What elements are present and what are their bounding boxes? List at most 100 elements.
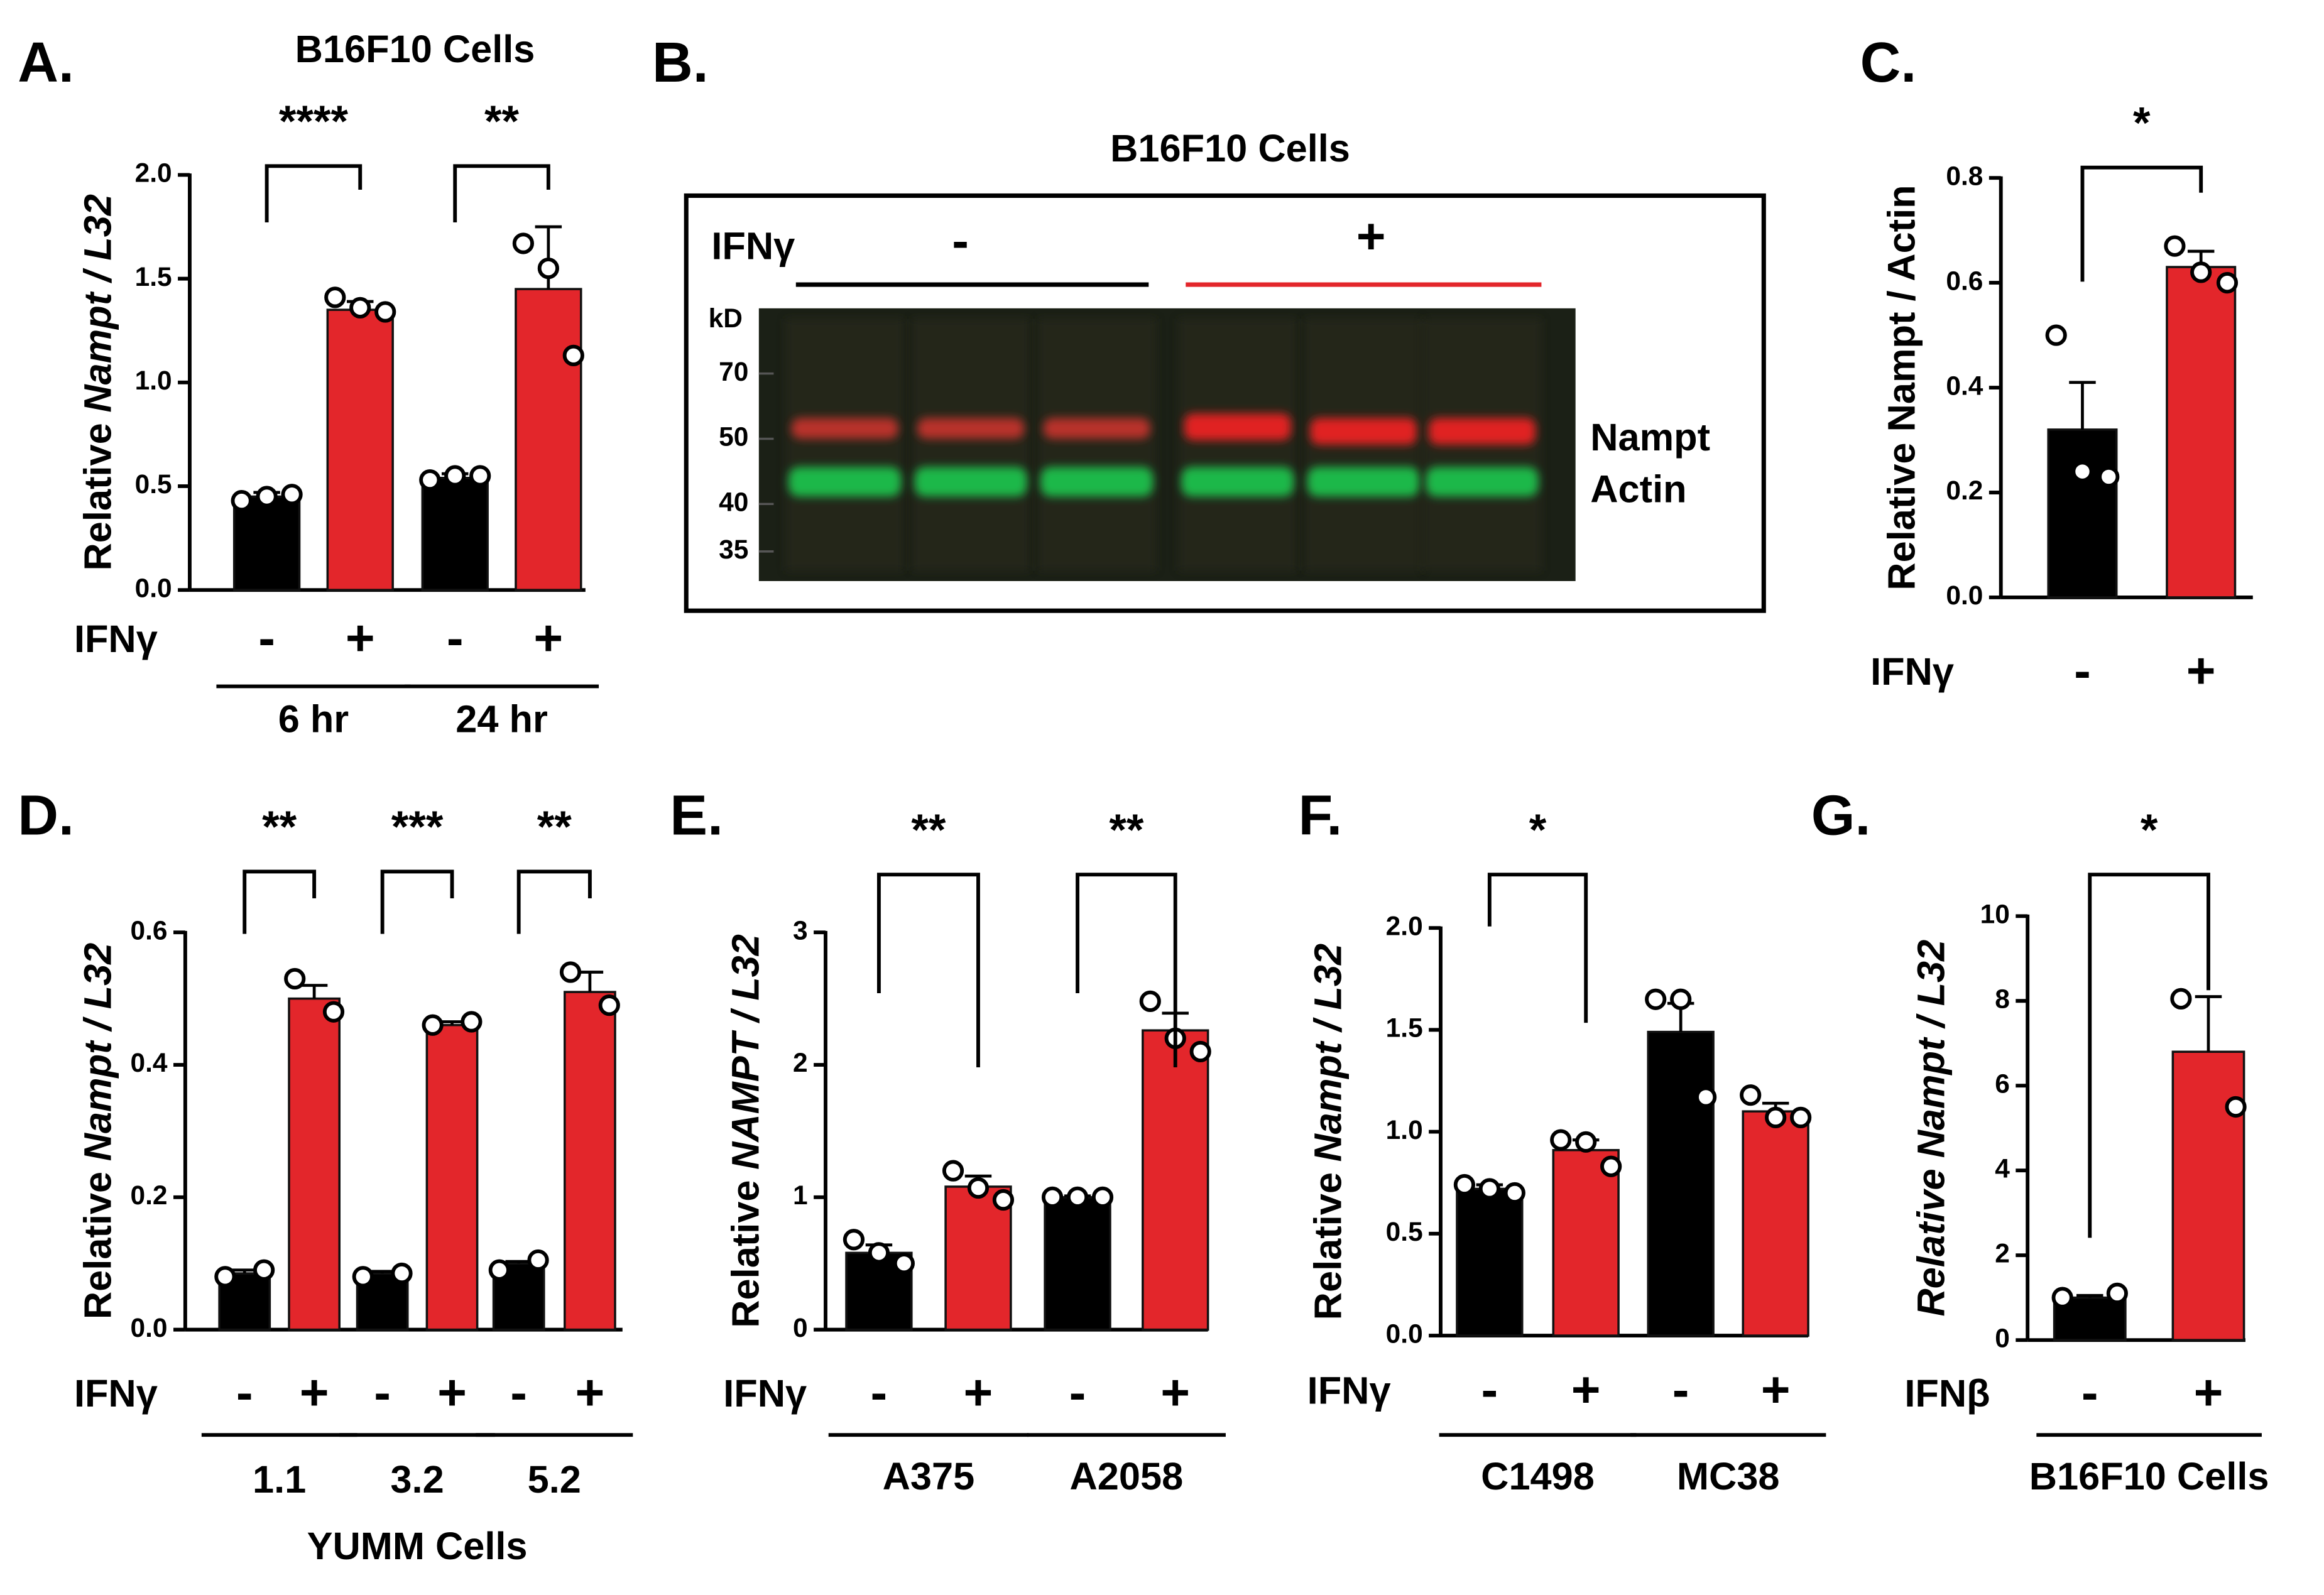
y-tick-label: 0.2 bbox=[1946, 476, 1983, 505]
data-point bbox=[256, 486, 278, 508]
significance-bracket bbox=[265, 164, 363, 222]
y-axis-label: Relative NAMPT / L32 bbox=[724, 934, 767, 1328]
lane-shade bbox=[1178, 318, 1297, 571]
actin-band bbox=[914, 467, 1027, 497]
significance-bracket bbox=[1487, 873, 1588, 1023]
y-tick-label: 0.8 bbox=[1946, 161, 1983, 190]
data-point bbox=[1453, 1173, 1475, 1196]
data-point bbox=[1503, 1182, 1525, 1204]
data-point bbox=[1091, 1186, 1114, 1208]
data-point bbox=[352, 1266, 374, 1288]
treatment-label: IFNγ bbox=[74, 617, 158, 660]
lane-shade bbox=[785, 318, 905, 571]
group-label: 1.1 bbox=[253, 1457, 306, 1501]
y-axis-label-text: Relative Nampt / Actin bbox=[1880, 185, 1923, 590]
group-label: A375 bbox=[883, 1454, 975, 1498]
treatment-sign: + bbox=[300, 1364, 329, 1420]
significance-bracket bbox=[453, 164, 550, 222]
treatment-sign: + bbox=[1571, 1361, 1601, 1417]
y-axis-label-italic: Nampt / L32 bbox=[1306, 944, 1350, 1162]
bar bbox=[564, 991, 616, 1331]
marker-label: 50 bbox=[719, 422, 748, 452]
significance-bracket bbox=[2088, 873, 2210, 1238]
panel-letter: E. bbox=[670, 784, 723, 847]
data-point bbox=[1645, 988, 1667, 1010]
treatment-sign: - bbox=[236, 1364, 253, 1420]
marker-label: 70 bbox=[719, 357, 748, 386]
data-point bbox=[1600, 1155, 1622, 1177]
y-tick-label: 2 bbox=[793, 1048, 808, 1077]
treatment-sign: + bbox=[1160, 1364, 1190, 1420]
treatment-sign: - bbox=[1672, 1361, 1689, 1417]
data-point bbox=[1478, 1178, 1500, 1200]
data-point bbox=[2190, 261, 2212, 283]
treatment-label: IFNγ bbox=[74, 1371, 158, 1415]
significance-label: ** bbox=[1109, 805, 1144, 854]
treatment-sign: - bbox=[374, 1364, 391, 1420]
panel-letter: A. bbox=[18, 31, 74, 94]
data-point bbox=[1550, 1129, 1572, 1151]
treatment-label: IFNγ bbox=[711, 224, 795, 268]
data-point bbox=[391, 1262, 413, 1285]
treatment-sign: + bbox=[2194, 1364, 2223, 1420]
lane-shade bbox=[1037, 318, 1157, 571]
y-tick-label: 1.5 bbox=[135, 262, 172, 291]
y-axis-label: Relative Nampt / L32 bbox=[76, 194, 119, 570]
data-point bbox=[1695, 1086, 1717, 1108]
treatment-sign: - bbox=[2074, 642, 2091, 699]
treatment-sign: + bbox=[964, 1364, 993, 1420]
y-tick-label: 1 bbox=[793, 1180, 808, 1210]
group-label: 5.2 bbox=[528, 1457, 581, 1501]
bar bbox=[425, 1024, 479, 1331]
data-point bbox=[2164, 235, 2186, 257]
treatment-sign: - bbox=[871, 1364, 888, 1420]
nampt-band bbox=[1043, 418, 1150, 439]
data-point bbox=[461, 1011, 483, 1033]
y-tick-label: 3 bbox=[793, 915, 808, 945]
blot-frame bbox=[684, 193, 1766, 613]
y-tick-label: 0.0 bbox=[131, 1313, 168, 1342]
data-point bbox=[1740, 1084, 1762, 1106]
data-point bbox=[349, 297, 371, 318]
data-point bbox=[2216, 271, 2239, 294]
data-point bbox=[469, 465, 491, 487]
panel-letter: B. bbox=[652, 31, 709, 94]
significance-label: * bbox=[2133, 97, 2151, 147]
significance-label: ** bbox=[262, 802, 297, 851]
band-label: Nampt bbox=[1590, 415, 1710, 459]
y-axis-label-text: Relative bbox=[1306, 1172, 1350, 1320]
data-point bbox=[1066, 1186, 1089, 1208]
data-point bbox=[1790, 1106, 1812, 1129]
y-axis-label-italic: Nampt / L32 bbox=[76, 943, 119, 1162]
treatment-sign: + bbox=[346, 609, 375, 666]
y-tick-label: 1.5 bbox=[1386, 1013, 1423, 1043]
significance-bracket bbox=[1076, 873, 1177, 1067]
significance-label: ** bbox=[537, 802, 572, 851]
significance-bracket bbox=[380, 869, 454, 934]
data-point bbox=[419, 469, 441, 491]
y-axis-label-italic: Relative Nampt / L32 bbox=[1909, 940, 1953, 1317]
y-tick-label: 0.4 bbox=[131, 1048, 168, 1077]
treatment-sign: + bbox=[575, 1364, 604, 1420]
bar bbox=[1142, 1029, 1209, 1331]
blot-title: B16F10 Cells bbox=[1110, 126, 1350, 170]
actin-band bbox=[1181, 467, 1294, 497]
data-point bbox=[231, 489, 253, 512]
treatment-sign: - bbox=[1481, 1361, 1498, 1417]
y-tick-label: 0.5 bbox=[135, 469, 172, 499]
data-point bbox=[893, 1253, 915, 1275]
data-point bbox=[374, 301, 396, 323]
group-label: 6 hr bbox=[278, 697, 349, 740]
group-label: 3.2 bbox=[390, 1457, 444, 1501]
data-point bbox=[444, 465, 466, 487]
y-tick-label: 8 bbox=[1995, 984, 2010, 1013]
data-point bbox=[2225, 1096, 2247, 1118]
treatment-label: IFNγ bbox=[1870, 650, 1954, 693]
y-tick-label: 2.0 bbox=[135, 158, 172, 188]
data-point bbox=[868, 1242, 890, 1264]
data-point bbox=[2051, 1287, 2073, 1309]
bar bbox=[1456, 1187, 1524, 1337]
